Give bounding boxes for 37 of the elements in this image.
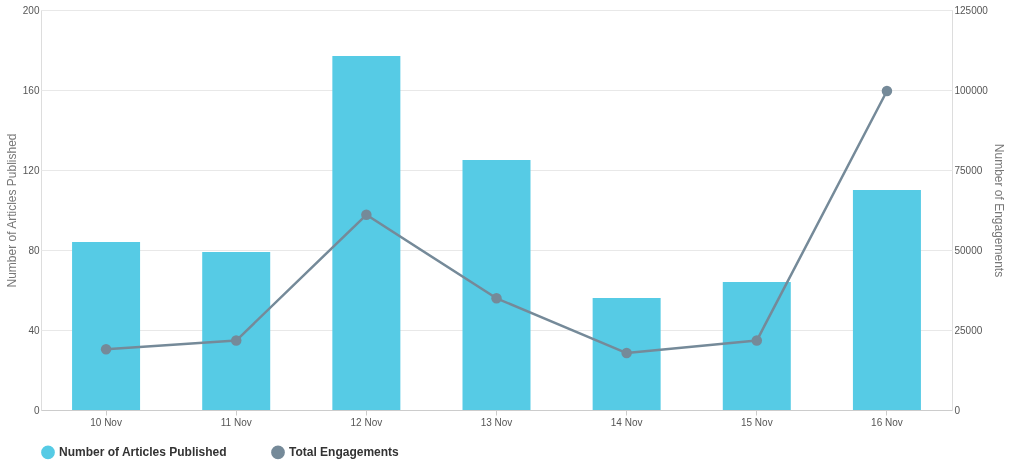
y2-tick-label: 75000 [954, 164, 983, 176]
x-tick-label: 11 Nov [220, 416, 252, 428]
legend-label: Number of Articles Published [59, 445, 227, 460]
x-tick-label: 14 Nov [610, 416, 643, 428]
y2-axis-title: Number of Engagements [991, 143, 1006, 278]
point [881, 85, 893, 97]
x-tick-label: 12 Nov [350, 416, 383, 428]
point [230, 335, 242, 346]
y2-tick-label: 125000 [954, 4, 989, 16]
y2-tick-label: 50000 [954, 244, 983, 256]
point [491, 293, 502, 304]
x-tick-label: 13 Nov [480, 416, 513, 428]
point [100, 343, 112, 355]
point [621, 347, 632, 359]
bar [202, 252, 271, 410]
y-tick-label: 40 [28, 324, 40, 336]
bar [462, 160, 531, 410]
bar [332, 56, 401, 410]
bar [722, 282, 791, 410]
x-tick-label: 15 Nov [740, 416, 773, 428]
point [751, 335, 763, 346]
bar [852, 190, 921, 410]
y-tick-label: 0 [33, 404, 40, 416]
bar [72, 242, 141, 410]
y-axis-title: Number of Articles Published [4, 133, 19, 288]
point [361, 209, 372, 221]
y2-tick-label: 0 [954, 404, 961, 416]
y-tick-label: 160 [22, 84, 40, 96]
bar [592, 298, 661, 410]
y2-tick-label: 100000 [954, 84, 989, 96]
y-tick-label: 80 [28, 244, 40, 256]
legend-label: Total Engagements [289, 445, 400, 460]
x-tick-label: 16 Nov [871, 416, 903, 428]
y2-tick-label: 25000 [954, 324, 983, 336]
y-tick-label: 200 [22, 4, 40, 16]
y-tick-label: 120 [22, 164, 40, 176]
x-tick-label: 10 Nov [90, 416, 122, 428]
